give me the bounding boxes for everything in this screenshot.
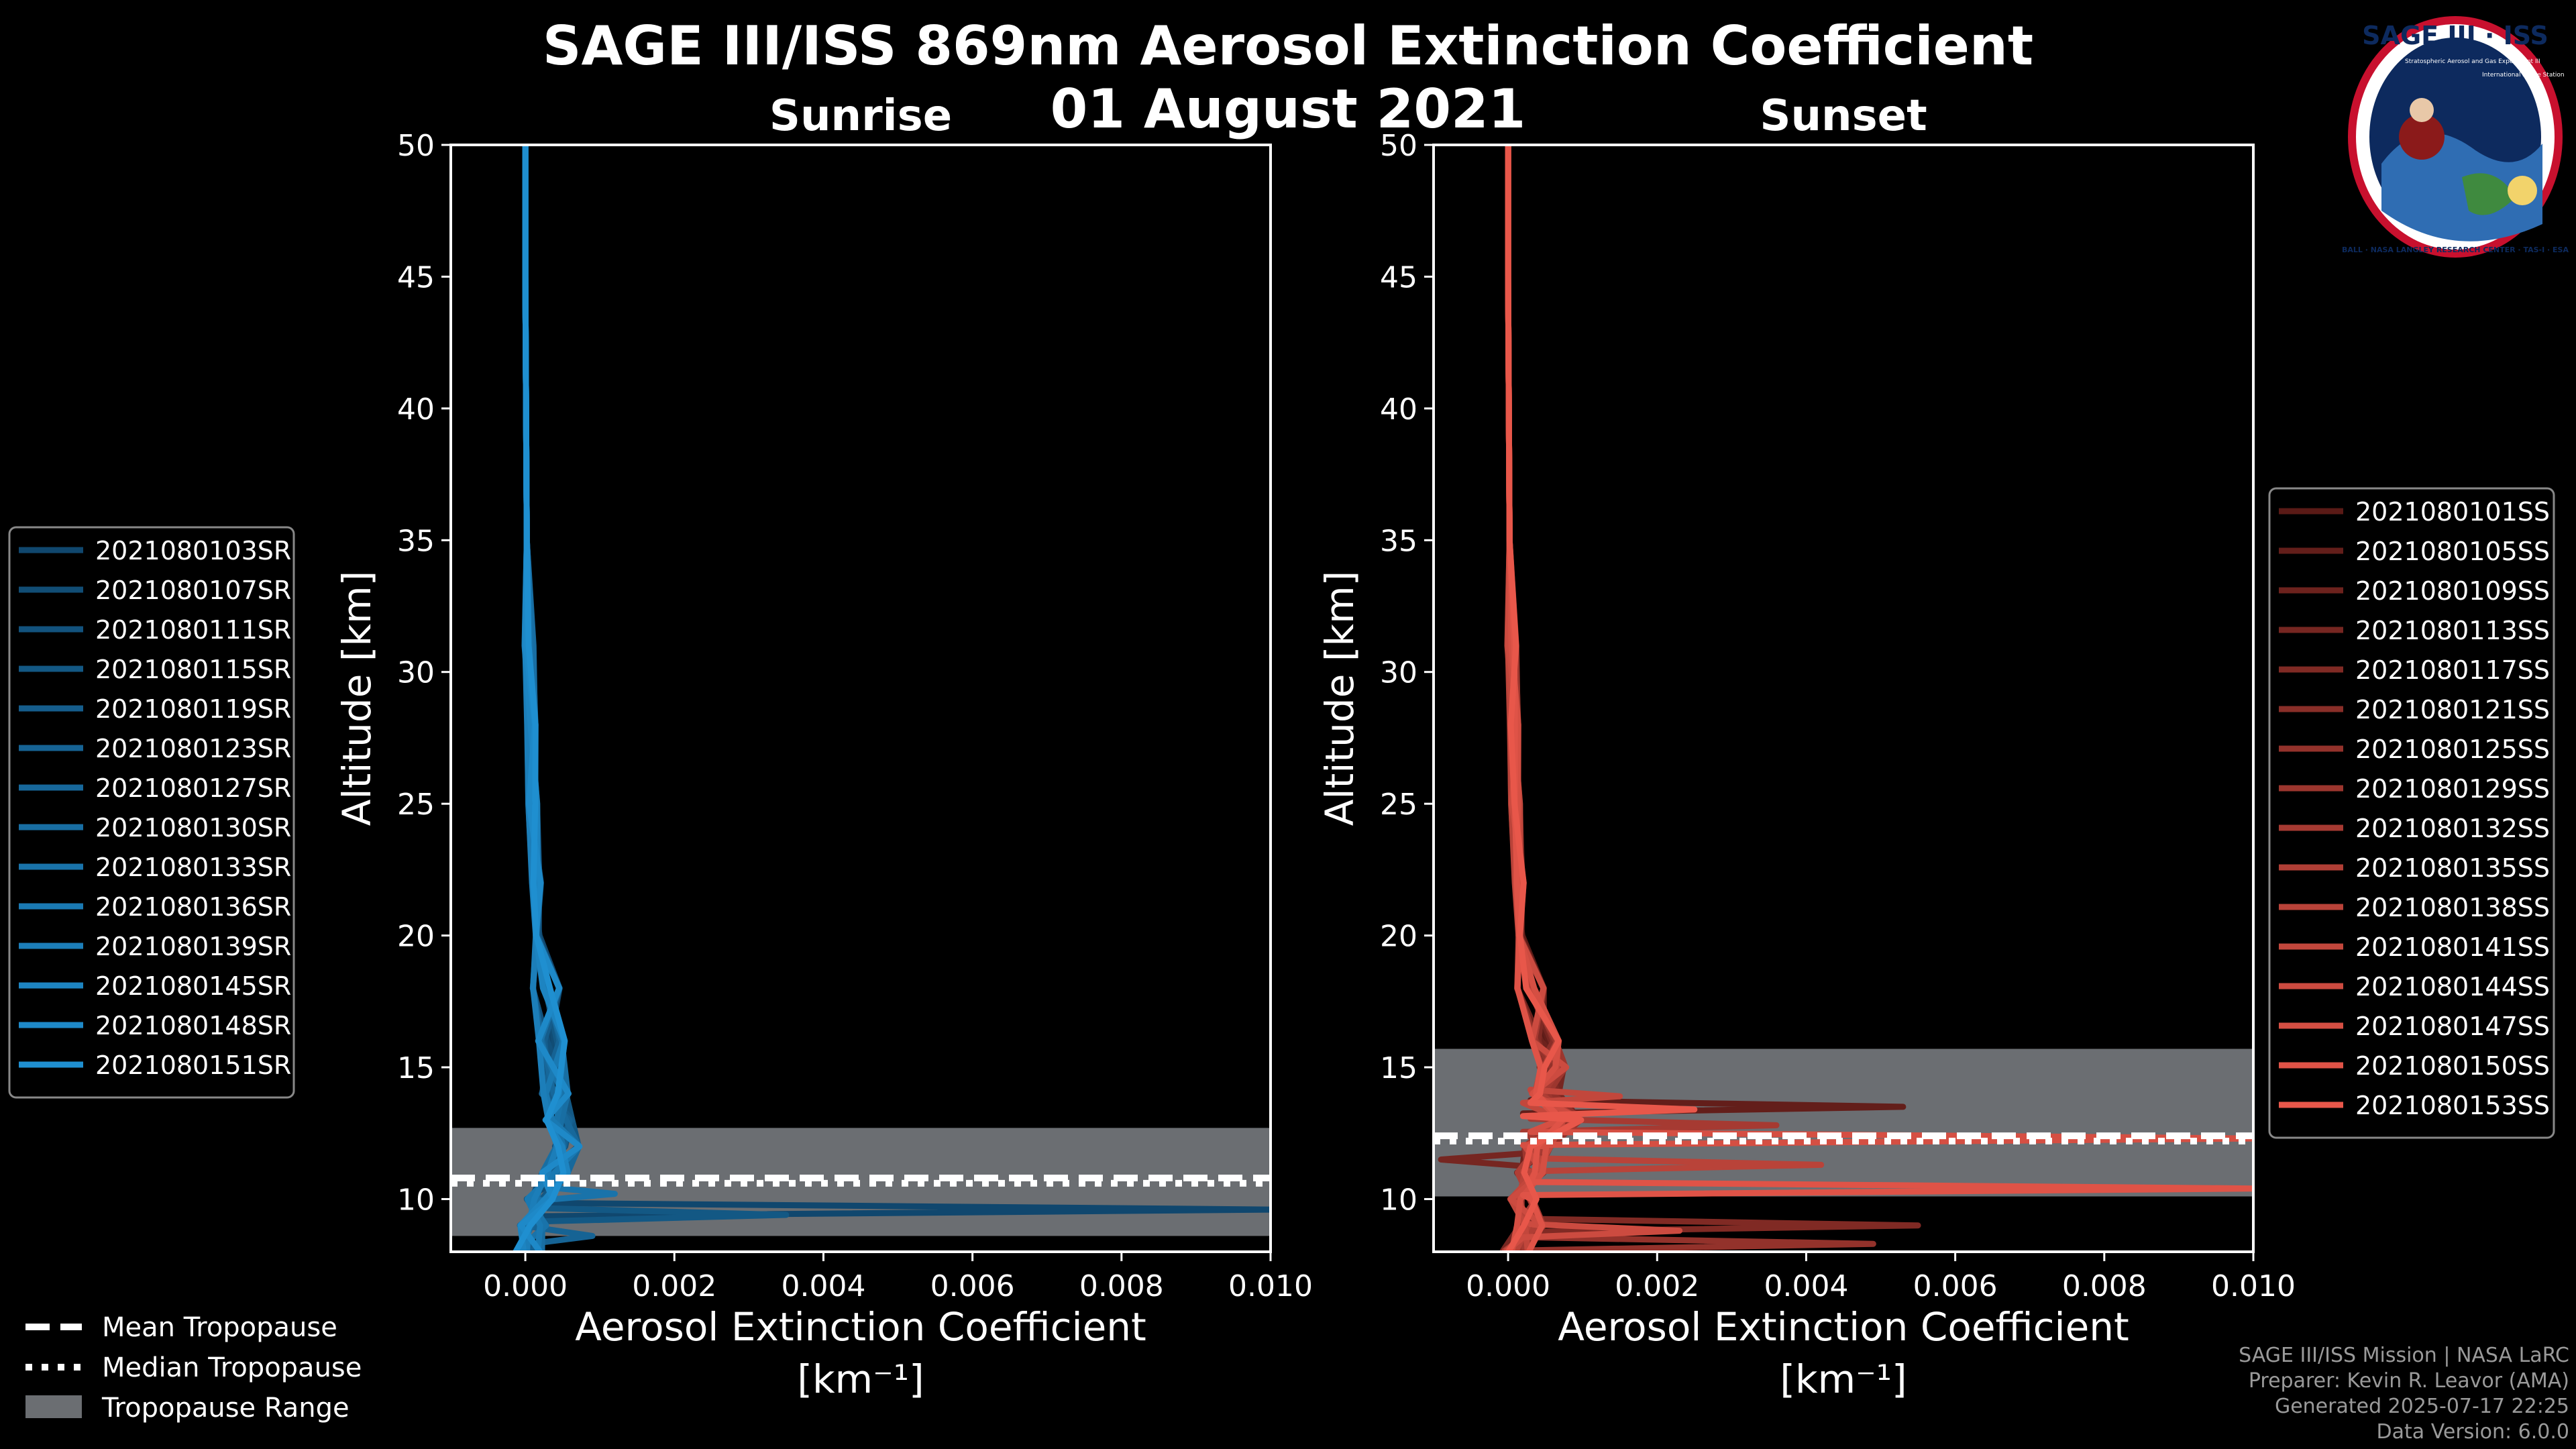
x-axis-label-sunset: Aerosol Extinction Coefficient bbox=[1558, 1304, 2129, 1350]
legend-label-2021080153SS: 2021080153SS bbox=[2355, 1091, 2550, 1120]
subplot-title-sunrise: Sunrise bbox=[769, 91, 952, 141]
logo-left-text: Stratospheric Aerosol and Gas Experiment… bbox=[2405, 58, 2540, 65]
legend-mean-tropopause-label: Mean Tropopause bbox=[102, 1312, 337, 1343]
ytick-label-sunset: 20 bbox=[1380, 920, 1417, 954]
legend-label-2021080101SS: 2021080101SS bbox=[2355, 497, 2550, 527]
ytick-label-sunset: 30 bbox=[1380, 656, 1417, 690]
chart-title-line1: SAGE III/ISS 869nm Aerosol Extinction Co… bbox=[542, 15, 2034, 77]
series-legend-sunset: 2021080101SS 2021080105SS 2021080109SS 2021… bbox=[2268, 487, 2555, 1139]
ytick-label-sunset: 40 bbox=[1380, 392, 1417, 427]
legend-label-2021080135SS: 2021080135SS bbox=[2355, 853, 2550, 883]
legend-label-2021080111SR: 2021080111SR bbox=[95, 615, 291, 645]
profile-line-2021080153SS bbox=[1505, 145, 1698, 1252]
legend-label-2021080138SS: 2021080138SS bbox=[2355, 893, 2550, 922]
ytick-label-sunset: 50 bbox=[1380, 129, 1417, 163]
ytick-label-sunrise: 35 bbox=[397, 524, 435, 558]
sage-iii-iss-logo: SAGE III · ISS Stratospheric Aerosol and… bbox=[2342, 16, 2569, 258]
chart-title-line2: 01 August 2021 bbox=[1050, 78, 1526, 140]
xtick-label-sunrise: 0.006 bbox=[930, 1269, 1015, 1303]
ytick-label-sunset: 10 bbox=[1380, 1183, 1417, 1217]
ytick-label-sunrise: 25 bbox=[397, 788, 435, 822]
xtick-label-sunset: 0.010 bbox=[2211, 1269, 2296, 1303]
legend-label-2021080113SS: 2021080113SS bbox=[2355, 616, 2550, 645]
legend-label-2021080123SR: 2021080123SR bbox=[95, 734, 291, 763]
ytick-label-sunset: 15 bbox=[1380, 1051, 1417, 1085]
footer-credits: SAGE III/ISS Mission | NASA LaRC Prepare… bbox=[2239, 1343, 2569, 1445]
ytick-label-sunset: 45 bbox=[1380, 260, 1417, 294]
logo-ring-text: BALL · NASA LANGLEY RESEARCH CENTER · TA… bbox=[2342, 246, 2569, 254]
series-legend-sunrise: 2021080103SR 2021080107SR 2021080111SR 2021… bbox=[8, 526, 295, 1099]
xtick-label-sunset: 0.000 bbox=[1466, 1269, 1550, 1303]
ytick-label-sunrise: 50 bbox=[397, 129, 435, 163]
ytick-label-sunrise: 45 bbox=[397, 260, 435, 294]
legend-label-2021080133SR: 2021080133SR bbox=[95, 853, 291, 882]
xtick-label-sunrise: 0.004 bbox=[781, 1269, 865, 1303]
legend-label-2021080145SR: 2021080145SR bbox=[95, 971, 291, 1001]
legend-label-2021080130SR: 2021080130SR bbox=[95, 813, 291, 843]
xtick-label-sunset: 0.008 bbox=[2062, 1269, 2147, 1303]
xtick-label-sunrise: 0.000 bbox=[483, 1269, 568, 1303]
axes-frame-sunset bbox=[1432, 144, 2255, 1253]
panel-sunset: Sunset 10 15 20 25 30 35 40 45 50 0.000 0.002 0.004 0… bbox=[1317, 91, 2555, 1402]
legend-range-swatch bbox=[25, 1395, 82, 1418]
legend-label-2021080107SR: 2021080107SR bbox=[95, 576, 291, 605]
legend-label-2021080147SS: 2021080147SS bbox=[2355, 1012, 2550, 1041]
legend-label-2021080115SR: 2021080115SR bbox=[95, 655, 291, 684]
ytick-label-sunrise: 30 bbox=[397, 656, 435, 690]
ytick-label-sunrise: 15 bbox=[397, 1051, 435, 1085]
xtick-label-sunset: 0.002 bbox=[1615, 1269, 1699, 1303]
plot-area-sunrise bbox=[451, 145, 1271, 1252]
footer-line1: SAGE III/ISS Mission | NASA LaRC bbox=[2239, 1344, 2569, 1367]
xtick-label-sunset: 0.006 bbox=[1913, 1269, 1998, 1303]
legend-label-2021080117SS: 2021080117SS bbox=[2355, 655, 2550, 685]
legend-label-2021080144SS: 2021080144SS bbox=[2355, 972, 2550, 1002]
legend-label-2021080148SR: 2021080148SR bbox=[95, 1011, 291, 1040]
xtick-label-sunrise: 0.010 bbox=[1228, 1269, 1313, 1303]
x-axis-unit-sunset: [km⁻¹] bbox=[1780, 1356, 1907, 1402]
legend-label-2021080121SS: 2021080121SS bbox=[2355, 695, 2550, 724]
xtick-label-sunrise: 0.002 bbox=[632, 1269, 716, 1303]
legend-label-2021080136SR: 2021080136SR bbox=[95, 892, 291, 922]
footer-line3: Generated 2025-07-17 22:25 bbox=[2274, 1395, 2569, 1418]
logo-right-text: International Space Station bbox=[2482, 72, 2565, 78]
x-axis-label-sunrise: Aerosol Extinction Coefficient bbox=[575, 1304, 1146, 1350]
legend-median-tropopause-label: Median Tropopause bbox=[102, 1352, 362, 1383]
ytick-label-sunset: 25 bbox=[1380, 788, 1417, 822]
profile-line-2021080103SR bbox=[522, 145, 1271, 1252]
panel-sunrise: Sunrise 10 15 20 25 30 35 40 45 50 0.000 0.002 0.004… bbox=[8, 91, 1313, 1402]
tropopause-legend: Mean Tropopause Median Tropopause Tropopau… bbox=[25, 1312, 362, 1424]
xtick-label-sunrise: 0.008 bbox=[1079, 1269, 1164, 1303]
legend-label-2021080129SS: 2021080129SS bbox=[2355, 774, 2550, 804]
y-axis-label-sunrise: Altitude [km] bbox=[334, 571, 380, 826]
legend-label-2021080132SS: 2021080132SS bbox=[2355, 814, 2550, 843]
legend-label-2021080109SS: 2021080109SS bbox=[2355, 576, 2550, 606]
footer-line2: Preparer: Kevin R. Leavor (AMA) bbox=[2248, 1369, 2569, 1393]
footer-line4: Data Version: 6.0.0 bbox=[2376, 1420, 2569, 1444]
xtick-label-sunset: 0.004 bbox=[1764, 1269, 1848, 1303]
ytick-label-sunrise: 40 bbox=[397, 392, 435, 427]
legend-label-2021080151SR: 2021080151SR bbox=[95, 1051, 291, 1080]
legend-range-label: Tropopause Range bbox=[101, 1393, 350, 1424]
legend-label-2021080139SR: 2021080139SR bbox=[95, 932, 291, 961]
ytick-label-sunrise: 20 bbox=[397, 920, 435, 954]
subplot-title-sunset: Sunset bbox=[1760, 91, 1927, 141]
ytick-label-sunset: 35 bbox=[1380, 524, 1417, 558]
ytick-label-sunrise: 10 bbox=[397, 1183, 435, 1217]
x-axis-unit-sunrise: [km⁻¹] bbox=[797, 1356, 924, 1402]
y-axis-label-sunset: Altitude [km] bbox=[1317, 571, 1362, 826]
legend-label-2021080127SR: 2021080127SR bbox=[95, 773, 291, 803]
legend-label-2021080141SS: 2021080141SS bbox=[2355, 932, 2550, 962]
legend-label-2021080105SS: 2021080105SS bbox=[2355, 537, 2550, 566]
logo-title: SAGE III · ISS bbox=[2362, 21, 2548, 50]
axes-frame-sunrise bbox=[449, 144, 1272, 1253]
legend-label-2021080125SS: 2021080125SS bbox=[2355, 735, 2550, 764]
legend-label-2021080150SS: 2021080150SS bbox=[2355, 1051, 2550, 1081]
legend-label-2021080103SR: 2021080103SR bbox=[95, 536, 291, 566]
legend-box-sunset bbox=[2268, 487, 2555, 1139]
legend-label-2021080119SR: 2021080119SR bbox=[95, 694, 291, 724]
plot-area-sunset bbox=[1434, 145, 2253, 1252]
